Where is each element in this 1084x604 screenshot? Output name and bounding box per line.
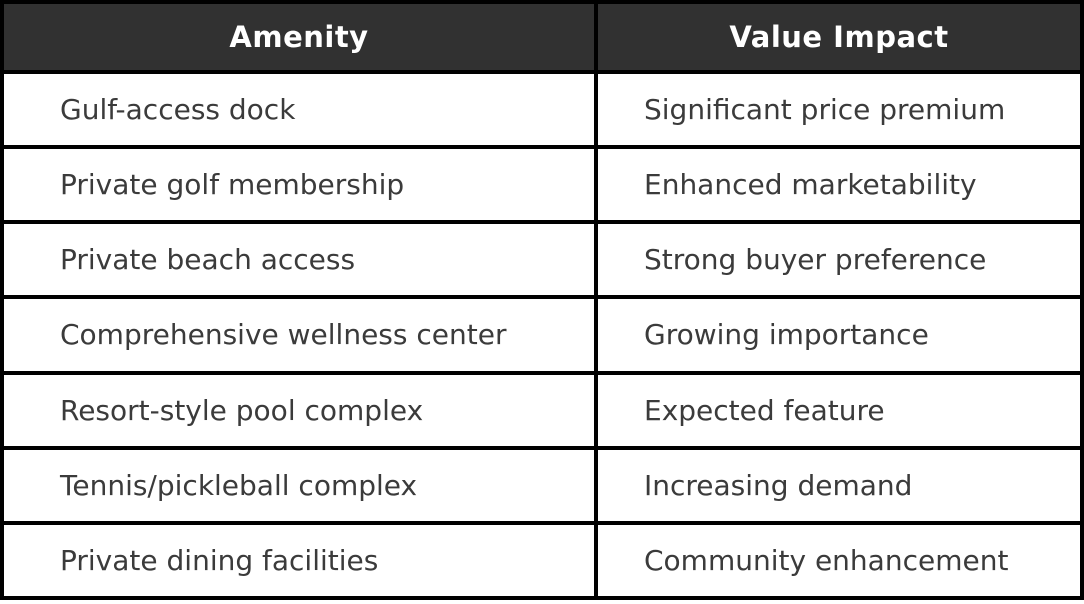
value-impact-cell: Significant price premium: [594, 69, 1084, 150]
value-impact-cell: Strong buyer preference: [594, 220, 1084, 300]
amenity-cell: Private dining facilities: [0, 520, 598, 601]
amenity-cell: Resort-style pool complex: [0, 370, 598, 450]
value-impact-cell: Growing importance: [594, 295, 1084, 375]
amenity-cell: Gulf-access dock: [0, 69, 598, 150]
amenity-cell: Tennis/pickleball complex: [0, 445, 598, 525]
value-impact-cell: Expected feature: [594, 370, 1084, 450]
table-row: Tennis/pickleball complex Increasing dem…: [0, 445, 1084, 525]
column-header-value-impact: Value Impact: [594, 0, 1084, 74]
table-row: Private golf membership Enhanced marketa…: [0, 145, 1084, 225]
amenity-cell: Private golf membership: [0, 145, 598, 225]
table-row: Private beach access Strong buyer prefer…: [0, 220, 1084, 300]
table-row: Private dining facilities Community enha…: [0, 520, 1084, 601]
column-header-amenity: Amenity: [0, 0, 598, 74]
amenity-cell: Private beach access: [0, 220, 598, 300]
header-row: Amenity Value Impact: [0, 0, 1084, 74]
value-impact-cell: Enhanced marketability: [594, 145, 1084, 225]
table-row: Resort-style pool complex Expected featu…: [0, 370, 1084, 450]
table-row: Comprehensive wellness center Growing im…: [0, 295, 1084, 375]
value-impact-cell: Increasing demand: [594, 445, 1084, 525]
value-impact-cell: Community enhancement: [594, 520, 1084, 601]
table-row: Gulf-access dock Significant price premi…: [0, 69, 1084, 150]
amenity-cell: Comprehensive wellness center: [0, 295, 598, 375]
